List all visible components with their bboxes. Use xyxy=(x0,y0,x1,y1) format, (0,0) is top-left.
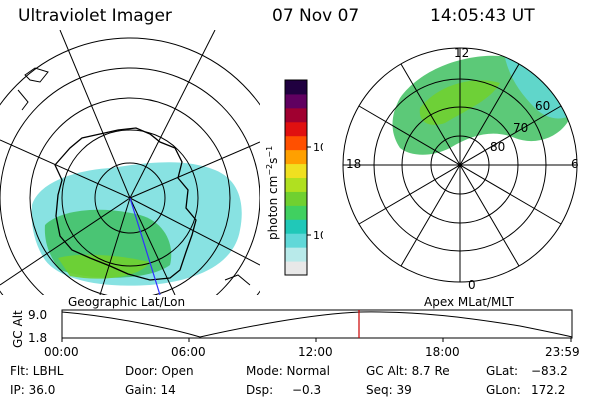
magnetic-panel-label: Apex MLat/MLT xyxy=(424,295,514,309)
colorbar-segment xyxy=(285,149,307,165)
time-tick-0600: 06:00 xyxy=(171,345,206,359)
altitude-axis-label: GC Alt xyxy=(11,310,25,348)
altitude-tick-bottom: 1.8 xyxy=(28,331,47,345)
glon-label: GLon: xyxy=(486,383,521,397)
glon-value: 172.2 xyxy=(531,383,566,397)
latitude-circles xyxy=(0,37,260,295)
altitude-plot: GC Alt 9.0 1.8 00:00 06:00 12:00 18:00 2… xyxy=(11,308,580,359)
dsp-value: −0.3 xyxy=(292,383,322,397)
altitude-tick-top: 9.0 xyxy=(28,308,47,322)
mode-status: Mode: Normal xyxy=(246,364,330,378)
gc-alt-status: GC Alt: 8.7 Re xyxy=(366,364,450,378)
mlt-label-0: 0 xyxy=(468,278,476,292)
colorbar-segment xyxy=(285,93,307,109)
altitude-curve xyxy=(61,311,573,338)
mlt-label-6: 6 xyxy=(571,157,579,171)
colorbar-axis-label: photon cm−2s−1 xyxy=(265,146,280,240)
antarctica-coastline xyxy=(54,127,197,281)
magnetic-map: 12 18 6 0 60 70 80 xyxy=(342,46,579,292)
time-tick-1800: 18:00 xyxy=(425,345,460,359)
time-tick-1200: 12:00 xyxy=(298,345,333,359)
geographic-panel-label: Geographic Lat/Lon xyxy=(68,295,186,309)
geographic-emission-patch xyxy=(58,254,150,279)
glat-value: −83.2 xyxy=(531,364,568,378)
ip-status: IP: 36.0 xyxy=(10,383,56,397)
colorbar-tick-100: 100 xyxy=(313,141,323,154)
gain-status: Gain: 14 xyxy=(125,383,176,397)
mlt-label-12: 12 xyxy=(454,46,469,60)
coastline-fragment xyxy=(24,67,49,83)
colorbar-segment xyxy=(285,135,307,151)
seq-status: Seq: 39 xyxy=(366,383,412,397)
filter-status: Flt: LBHL xyxy=(10,364,64,378)
colorbar: 100 10 photon cm−2s−1 xyxy=(265,79,323,276)
mlat-label-60: 60 xyxy=(535,99,550,113)
coastline-fragment xyxy=(224,274,251,286)
colorbar-segment xyxy=(285,261,307,276)
date-label: 07 Nov 07 xyxy=(272,6,360,26)
time-tick-2359: 23:59 xyxy=(545,345,580,359)
colorbar-segment xyxy=(285,177,307,192)
colorbar-segment xyxy=(285,205,307,220)
mlt-lines xyxy=(343,48,577,282)
time-tick-0000: 00:00 xyxy=(44,345,79,359)
geographic-map xyxy=(0,30,260,295)
colorbar-segment xyxy=(285,247,307,262)
glat-label: GLat: xyxy=(486,364,519,378)
colorbar-segment xyxy=(285,107,307,123)
colorbar-segment xyxy=(285,233,307,248)
mlt-label-18: 18 xyxy=(346,157,361,171)
colorbar-segment xyxy=(285,219,307,234)
mlat-label-80: 80 xyxy=(490,140,505,154)
blue-line xyxy=(129,197,161,295)
colorbar-segment xyxy=(285,80,307,95)
instrument-title: Ultraviolet Imager xyxy=(18,6,172,26)
dsp-label: Dsp: xyxy=(246,383,274,397)
colorbar-segment xyxy=(285,121,307,137)
colorbar-segment xyxy=(285,163,307,178)
mlat-label-70: 70 xyxy=(513,121,528,135)
door-status: Door: Open xyxy=(125,364,194,378)
coastline-fragment xyxy=(17,89,29,111)
colorbar-tick-10: 10 xyxy=(313,229,323,242)
time-label: 14:05:43 UT xyxy=(430,6,535,26)
colorbar-segment xyxy=(285,191,307,206)
magnetic-emission-edge xyxy=(505,58,575,119)
